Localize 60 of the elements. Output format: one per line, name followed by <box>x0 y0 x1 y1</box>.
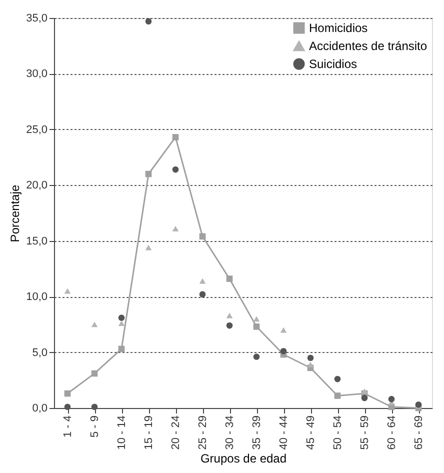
x-tick-label: 25 - 29 <box>197 416 209 450</box>
x-tick-label: 35 - 39 <box>251 416 263 450</box>
x-tick-label: 50 - 54 <box>332 416 344 450</box>
x-tick-label: 40 - 44 <box>278 416 290 450</box>
legend-label: Homicidios <box>309 21 368 35</box>
point <box>91 404 98 410</box>
x-tick-label: 1 - 4 <box>62 416 74 438</box>
x-tick-label: 10 - 14 <box>116 416 128 450</box>
point <box>226 322 233 329</box>
point <box>361 394 368 402</box>
point <box>334 392 341 399</box>
point <box>253 354 260 360</box>
x-tick-label: 30 - 34 <box>224 416 236 450</box>
point <box>145 244 152 250</box>
point <box>118 320 125 326</box>
point <box>64 288 71 294</box>
point <box>307 362 314 368</box>
point <box>253 323 260 330</box>
x-tick-label: 20 - 24 <box>170 416 182 450</box>
y-tick-label: 35,0 <box>26 12 48 24</box>
y-tick-label: 10,0 <box>26 291 48 304</box>
legend-label: Suicidios <box>309 57 358 71</box>
x-axis-title: Grupos de edad <box>200 452 287 466</box>
y-axis-title: Porcentaje <box>8 184 22 242</box>
point <box>307 354 314 362</box>
point <box>280 348 287 354</box>
point <box>118 346 125 352</box>
y-tick-label: 30,0 <box>26 68 48 80</box>
point <box>226 312 233 318</box>
x-tick-label: 45 - 49 <box>305 416 317 450</box>
point <box>91 370 98 377</box>
point <box>64 404 71 410</box>
point <box>145 170 152 178</box>
point <box>199 233 206 240</box>
legend-label: Accidentes de tránsito <box>309 39 428 53</box>
y-tick-label: 5,0 <box>32 346 48 359</box>
point <box>199 291 206 298</box>
y-tick-label: 0,0 <box>32 402 48 414</box>
point <box>280 327 287 333</box>
point <box>226 276 233 282</box>
point <box>361 388 368 394</box>
point <box>388 396 395 402</box>
point <box>145 18 152 24</box>
y-tick-label: 15,0 <box>26 235 48 248</box>
x-tick-label: 5 - 9 <box>89 416 101 438</box>
point <box>64 390 71 397</box>
point <box>253 316 260 322</box>
x-tick-label: 60 - 64 <box>386 416 398 450</box>
x-tick-label: 55 - 59 <box>359 416 371 450</box>
y-tick-label: 25,0 <box>26 124 48 136</box>
x-tick-label: 15 - 19 <box>143 416 155 450</box>
point <box>118 314 125 321</box>
x-tick-label: 65 - 69 <box>413 416 425 450</box>
point <box>334 376 341 382</box>
point <box>172 134 179 140</box>
point <box>172 166 179 173</box>
point <box>199 278 206 284</box>
point <box>172 226 179 232</box>
y-tick-label: 20,0 <box>26 180 48 192</box>
point <box>91 322 98 328</box>
